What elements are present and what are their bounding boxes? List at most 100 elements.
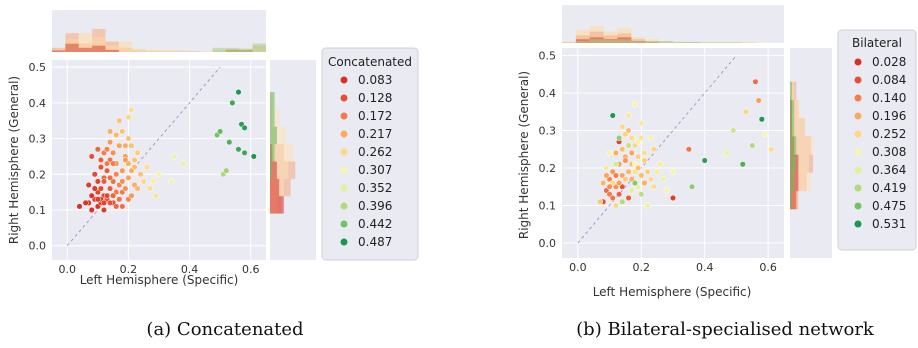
legend-label: 0.083 — [358, 73, 392, 87]
scatter-point — [125, 135, 132, 142]
scatter-point — [612, 202, 619, 209]
scatter-point — [229, 99, 236, 106]
top-histogram-bar — [78, 33, 93, 52]
x-tick-label-a: 0.2 — [120, 263, 138, 276]
scatter-point — [103, 192, 111, 199]
scatter-point — [597, 198, 604, 205]
scatter-points-b — [597, 78, 775, 209]
scatter-point — [100, 178, 108, 185]
scatter-point — [761, 131, 769, 138]
scatter-point — [669, 168, 677, 175]
top-histogram-bar — [78, 47, 93, 52]
scatter-point — [657, 161, 664, 168]
caption-b: (b) Bilateral-specialised network — [576, 319, 875, 340]
scatter-point — [217, 128, 224, 135]
top-histogram-bar — [105, 49, 119, 52]
x-tick-label-a: 0.6 — [242, 263, 260, 276]
scatter-point — [107, 139, 114, 146]
scatter-point — [638, 134, 645, 142]
caption-a: (a) Concatenated — [146, 319, 303, 340]
right-histogram-a — [270, 92, 296, 214]
right-histogram-bar — [270, 161, 277, 179]
scatter-point — [241, 124, 248, 131]
scatter-point — [100, 206, 108, 214]
y-tick-label-b: 0.5 — [539, 50, 557, 63]
legend-marker — [340, 166, 348, 174]
right-histogram-bar — [790, 99, 795, 119]
scatter-point — [644, 168, 651, 175]
top-histogram-bar — [225, 47, 240, 52]
y-tick-label-a: 0.0 — [29, 240, 47, 253]
right-histogram-bar — [270, 109, 275, 127]
scatter-point — [143, 164, 150, 171]
scatter-point — [241, 149, 248, 156]
scatter-point — [110, 192, 117, 199]
top-histogram-bar — [159, 49, 173, 52]
top-histogram-bar — [562, 42, 576, 43]
legend-a-items: 0.083 0.128 0.172 0.217 0.262 0.307 0.352 0.396… — [340, 73, 392, 249]
scatter-point — [669, 194, 677, 202]
legend-marker — [854, 76, 862, 84]
top-histogram-bar — [742, 41, 757, 43]
scatter-point — [701, 157, 708, 164]
top-histogram-bar — [212, 47, 226, 52]
scatter-point — [625, 127, 632, 134]
scatter-point — [103, 167, 111, 174]
x-axis-label-b: Left Hemisphere (Specific) — [593, 285, 752, 299]
scatter-point — [134, 149, 141, 156]
x-tick-label-b: 0.0 — [569, 261, 587, 274]
scatter-point — [149, 178, 156, 185]
legend-b-title: Bilateral — [852, 36, 902, 50]
x-tick-label-a: 0.4 — [181, 263, 199, 276]
scatter-point — [619, 123, 626, 130]
top-histogram-bar — [52, 50, 66, 52]
scatter-point — [91, 185, 98, 192]
scatter-point — [107, 174, 114, 181]
scatter-point — [140, 178, 147, 185]
right-histogram-bar — [790, 136, 797, 155]
scatter-point — [654, 168, 661, 175]
scatter-point — [107, 199, 114, 206]
right-histogram-bar — [790, 191, 793, 210]
legend-marker — [854, 202, 862, 210]
legend-label: 0.217 — [358, 127, 392, 141]
scatter-point — [116, 196, 123, 203]
scatter-point — [103, 160, 111, 167]
scatter-point — [107, 185, 114, 192]
legend-label: 0.531 — [872, 217, 906, 231]
scatter-point — [152, 192, 159, 199]
top-histogram-bar — [673, 41, 687, 43]
scatter-point — [625, 112, 632, 119]
scatter-point — [223, 167, 230, 174]
top-histogram-bar — [252, 43, 266, 52]
scatter-point — [82, 199, 89, 206]
scatter-point — [122, 156, 129, 164]
legend-marker — [340, 130, 348, 138]
scatter-point — [122, 185, 129, 192]
right-histogram-bar — [270, 178, 280, 197]
top-histogram-bar — [631, 41, 646, 43]
y-tick-label-a: 0.5 — [29, 61, 47, 74]
y-tick-label-a: 0.2 — [29, 168, 47, 181]
top-histogram-bar — [603, 39, 618, 43]
scatter-point — [723, 149, 730, 157]
scatter-point — [116, 142, 123, 149]
scatter-point — [119, 203, 126, 210]
scatter-point — [631, 101, 638, 108]
legend-marker — [340, 238, 348, 246]
scatter-point — [97, 156, 104, 164]
legend-label: 0.028 — [872, 55, 906, 69]
y-tick-label-b: 0.2 — [539, 162, 557, 175]
legend-marker — [854, 130, 862, 138]
top-histogram-a — [52, 28, 266, 52]
legend-label: 0.140 — [872, 91, 906, 105]
top-histogram-b — [562, 25, 757, 43]
scatter-point — [647, 134, 654, 142]
top-histogram-bar — [700, 42, 715, 43]
legend-label: 0.308 — [872, 145, 906, 159]
scatter-point — [628, 134, 635, 142]
scatter-point — [739, 161, 746, 168]
scatter-point — [116, 117, 123, 124]
scatter-point — [622, 176, 629, 183]
y-axis-label-b: Right Hemisphere (General) — [517, 71, 531, 239]
